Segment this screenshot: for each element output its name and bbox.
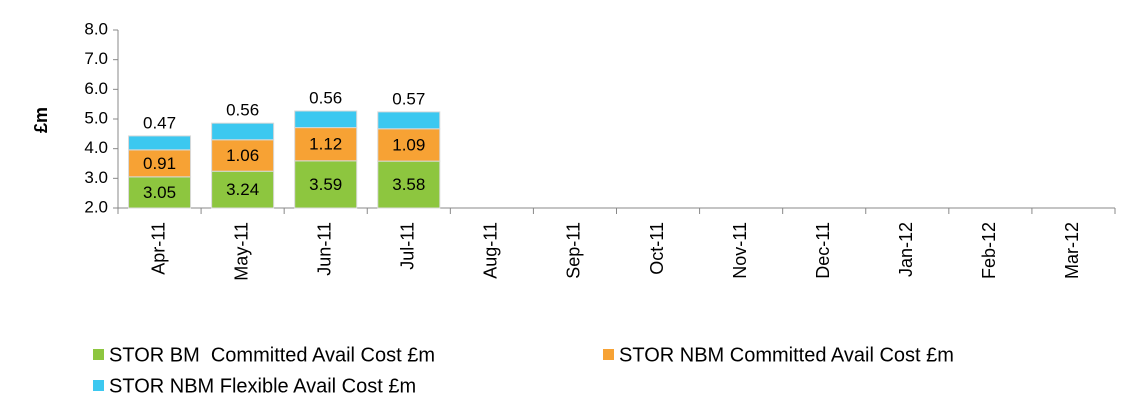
x-tick-label: Jan-12 xyxy=(896,222,916,277)
bar-segment xyxy=(294,110,358,129)
y-tick-label: 3.0 xyxy=(84,168,108,187)
data-label: 0.57 xyxy=(392,89,425,108)
legend-label: STOR NBM Flexible Avail Cost £m xyxy=(109,375,416,397)
x-tick-label: Feb-12 xyxy=(979,222,999,279)
x-tick-label: Oct-11 xyxy=(647,222,667,275)
x-tick-label: Jul-11 xyxy=(398,222,418,270)
data-label: 0.47 xyxy=(143,113,176,132)
data-label: 0.91 xyxy=(143,154,176,173)
data-label: 1.12 xyxy=(309,135,342,154)
bar-segment xyxy=(128,135,192,151)
legend-swatch xyxy=(93,349,104,360)
x-tick-label: Sep-11 xyxy=(564,222,584,279)
data-label: 0.56 xyxy=(226,101,259,120)
x-tick-label: Nov-11 xyxy=(730,222,750,279)
legend-swatch xyxy=(93,380,104,391)
x-tick-label: Jun-11 xyxy=(314,222,334,276)
y-tick-label: 5.0 xyxy=(84,108,108,127)
data-label: 1.06 xyxy=(226,146,259,165)
y-tick-label: 2.0 xyxy=(84,197,108,216)
bar-segment xyxy=(377,111,441,130)
x-tick-label: Aug-11 xyxy=(481,222,501,279)
legend-swatch xyxy=(603,349,614,360)
data-label: 3.58 xyxy=(392,175,425,194)
data-label: 3.24 xyxy=(226,180,259,199)
legend-label: STOR NBM Committed Avail Cost £m xyxy=(619,344,954,366)
bar-segment xyxy=(294,160,358,209)
bar-segment xyxy=(294,127,358,162)
x-tick-label: Dec-11 xyxy=(813,222,833,279)
legend: STOR BM Committed Avail Cost £m STOR NBM … xyxy=(93,344,954,397)
y-tick-label: 6.0 xyxy=(84,79,108,98)
y-tick-label: 4.0 xyxy=(84,138,108,157)
x-tick-label: Mar-12 xyxy=(1062,222,1082,279)
y-axis-label: £m xyxy=(31,107,51,133)
bar-segment xyxy=(377,160,441,209)
x-tick-label: May-11 xyxy=(231,222,251,281)
data-label: 3.59 xyxy=(309,175,342,194)
data-label: 3.05 xyxy=(143,183,176,202)
legend-label: STOR BM Committed Avail Cost £m xyxy=(109,344,435,366)
bar-segment xyxy=(211,122,275,141)
bar-segment xyxy=(211,170,275,209)
data-label: 0.56 xyxy=(309,88,342,107)
data-label: 1.09 xyxy=(392,135,425,154)
y-tick-label: 8.0 xyxy=(84,19,108,38)
bar-segment xyxy=(128,176,192,209)
y-tick-label: 7.0 xyxy=(84,49,108,68)
x-tick-label: Apr-11 xyxy=(148,222,168,275)
